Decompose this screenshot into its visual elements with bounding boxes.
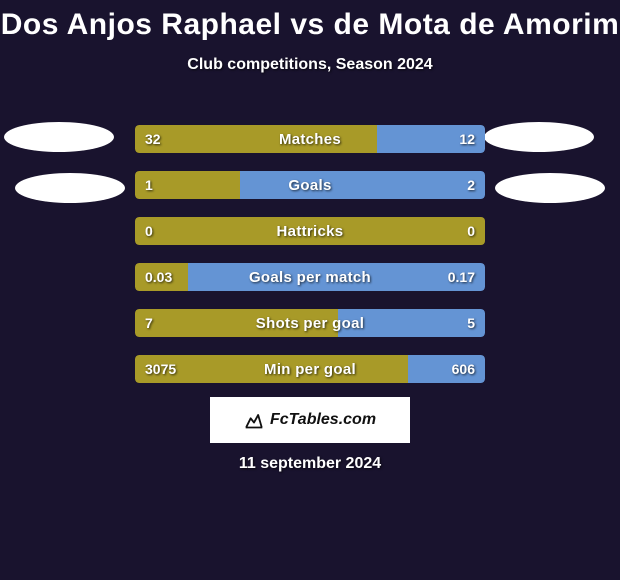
stat-row: 0.030.17Goals per match	[135, 263, 485, 291]
stat-row: 3075606Min per goal	[135, 355, 485, 383]
page-title: Dos Anjos Raphael vs de Mota de Amorim	[0, 0, 620, 42]
player-ellipse	[15, 173, 125, 203]
stat-row: 00Hattricks	[135, 217, 485, 245]
stat-label: Goals per match	[135, 263, 485, 291]
comparison-bars: 3212Matches 12Goals 00Hattricks 0.030.17Goa…	[135, 125, 485, 401]
logo-text: FcTables.com	[270, 411, 376, 429]
stat-row: 3212Matches	[135, 125, 485, 153]
logo-icon	[244, 410, 264, 430]
player-ellipse	[484, 122, 594, 152]
stat-label: Shots per goal	[135, 309, 485, 337]
stat-row: 12Goals	[135, 171, 485, 199]
player-ellipse	[4, 122, 114, 152]
logo-box: FcTables.com	[210, 397, 410, 443]
stat-label: Goals	[135, 171, 485, 199]
stat-label: Min per goal	[135, 355, 485, 383]
stat-label: Matches	[135, 125, 485, 153]
stat-row: 75Shots per goal	[135, 309, 485, 337]
player-ellipse	[495, 173, 605, 203]
stat-label: Hattricks	[135, 217, 485, 245]
subtitle: Club competitions, Season 2024	[0, 56, 620, 74]
date-text: 11 september 2024	[0, 455, 620, 473]
